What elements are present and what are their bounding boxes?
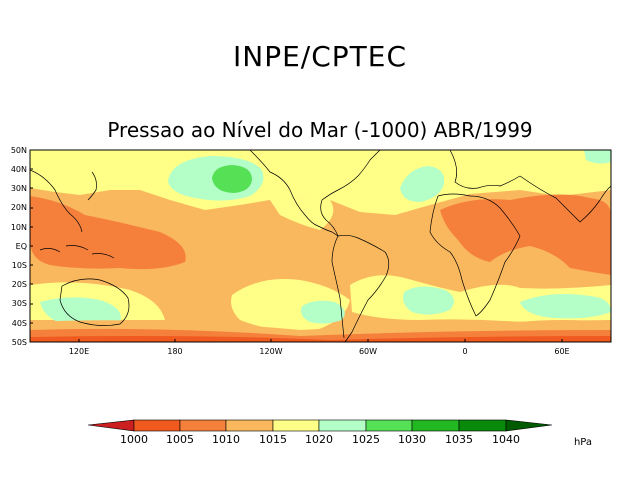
field-south-atlantic-1025 bbox=[403, 286, 454, 315]
coast-south-america bbox=[331, 234, 390, 342]
map-title: Pressao ao Nível do Mar (-1000) ABR/1999 bbox=[107, 118, 533, 142]
lat-label: 40S bbox=[12, 319, 27, 328]
colorbar-label: 1015 bbox=[259, 433, 287, 446]
coast-indonesia bbox=[39, 245, 115, 259]
lon-label: 60W bbox=[359, 347, 377, 356]
lat-label: 50N bbox=[11, 146, 27, 155]
lon-label: 120W bbox=[259, 347, 282, 356]
field-north-band bbox=[30, 150, 611, 215]
lat-label: 20N bbox=[11, 203, 27, 212]
colorbar-label: 1010 bbox=[212, 433, 240, 446]
field-arctic-1025 bbox=[584, 150, 611, 164]
lon-label: 60E bbox=[554, 347, 569, 356]
field-west-pacific-low bbox=[30, 196, 186, 270]
colorbar: 1000 1005 1010 1015 1020 1025 1030 1035 … bbox=[87, 419, 592, 448]
lat-label: EQ bbox=[16, 242, 27, 251]
colorbar-bin bbox=[272, 419, 320, 432]
colorbar-bin bbox=[179, 419, 227, 432]
lat-label: 10N bbox=[11, 223, 27, 232]
lon-label: 0 bbox=[462, 347, 467, 356]
colorbar-bin bbox=[411, 419, 460, 432]
field-atlantic-high-1025 bbox=[400, 166, 445, 202]
colorbar-label: 1035 bbox=[445, 433, 473, 446]
colorbar-bin bbox=[133, 419, 181, 432]
coast-europe bbox=[449, 150, 521, 189]
colorbar-label: 1005 bbox=[166, 433, 194, 446]
lat-label: 30N bbox=[11, 184, 27, 193]
lat-label: 50S bbox=[12, 338, 27, 347]
coast-australia bbox=[59, 278, 130, 326]
colorbar-bin bbox=[365, 419, 413, 432]
org-title: INPE/CPTEC bbox=[233, 40, 407, 73]
colorbar-label: 1025 bbox=[352, 433, 380, 446]
lat-label: 10S bbox=[12, 261, 27, 270]
lat-axis: 50N 40N 30N 20N 10N EQ 10S 20S 30S 40S 5… bbox=[11, 146, 33, 347]
coast-asia bbox=[30, 169, 611, 233]
lat-label: 40N bbox=[11, 165, 27, 174]
colorbar-label: 1020 bbox=[305, 433, 333, 446]
colorbar-bin bbox=[458, 419, 507, 432]
colorbar-bin bbox=[318, 419, 367, 432]
field-pacific-high-1030 bbox=[212, 165, 252, 193]
lon-axis: 120E 180 120W 60W 0 60E bbox=[69, 339, 570, 356]
colorbar-arrow-high bbox=[505, 419, 553, 432]
lat-label: 30S bbox=[12, 299, 27, 308]
field-south-pacific-1025 bbox=[301, 300, 345, 324]
colorbar-bin bbox=[225, 419, 274, 432]
pressure-field bbox=[30, 150, 611, 342]
coast-japan bbox=[87, 171, 97, 201]
field-east-pacific-1015 bbox=[270, 198, 334, 230]
lat-label: 20S bbox=[12, 280, 27, 289]
field-south-indian-east-1025 bbox=[520, 294, 611, 319]
colorbar-label: 1000 bbox=[120, 433, 148, 446]
coast-north-america bbox=[249, 150, 381, 237]
coast-africa bbox=[429, 193, 521, 317]
coastlines bbox=[30, 150, 611, 342]
field-afro-asian-low bbox=[440, 194, 611, 275]
colorbar-label: 1030 bbox=[398, 433, 426, 446]
colorbar-arrow-low bbox=[87, 419, 135, 432]
lon-label: 180 bbox=[167, 347, 182, 356]
colorbar-label: 1040 bbox=[492, 433, 520, 446]
lon-label: 120E bbox=[69, 347, 89, 356]
colorbar-unit: hPa bbox=[574, 437, 592, 448]
field-south-indian-1025 bbox=[40, 297, 121, 328]
